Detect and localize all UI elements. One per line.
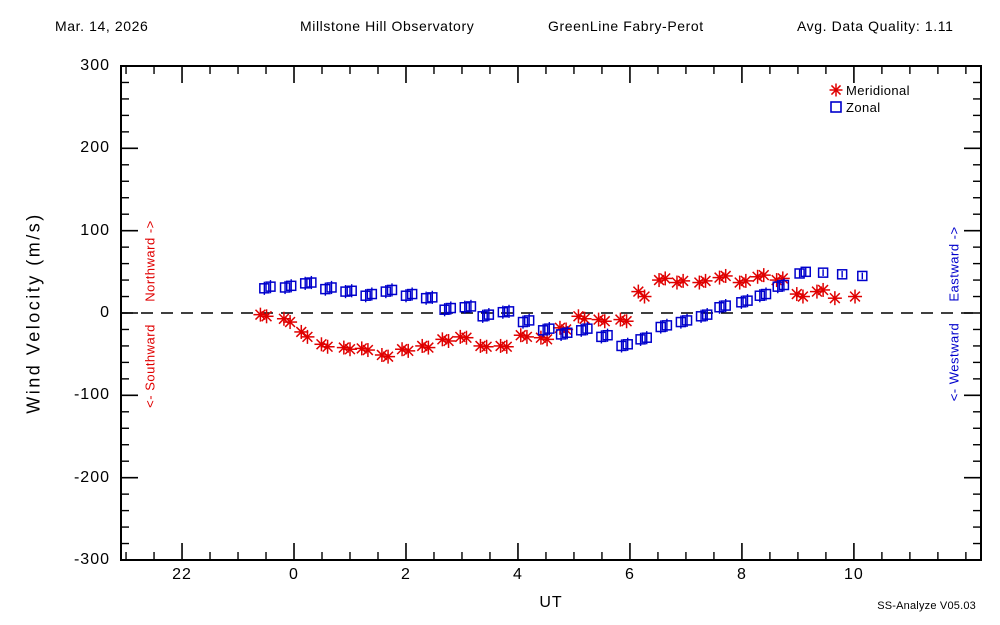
x-tick-label: 8	[736, 566, 747, 583]
northward-direction-label: Northward ->	[142, 220, 158, 302]
y-tick-label: -300	[73, 551, 110, 568]
x-tick-label: 22	[172, 566, 192, 583]
x-tick-label: 10	[843, 566, 864, 583]
program-version-label: SS-Analyze V05.03	[877, 600, 976, 612]
x-tick-label: 2	[401, 566, 411, 583]
x-tick-label: 4	[513, 566, 523, 583]
y-tick-label: 200	[80, 139, 110, 157]
westward-direction-label: <- Westward	[946, 322, 962, 402]
eastward-direction-label: Eastward ->	[946, 226, 962, 302]
y-tick-label: -100	[73, 386, 110, 404]
southward-direction-label: <- Southward	[142, 324, 158, 408]
x-tick-label: 6	[624, 566, 635, 583]
observatory-label: Millstone Hill Observatory	[300, 18, 475, 34]
meridional-asterisk-icon	[829, 83, 843, 97]
legend-label-zonal: Zonal	[846, 100, 881, 115]
y-tick-label: -200	[73, 468, 110, 486]
date-label: Mar. 14, 2026	[55, 18, 149, 34]
x-axis-title: UT	[539, 594, 563, 611]
legend-label-meridional: Meridional	[846, 83, 910, 98]
y-tick-label: 100	[80, 221, 110, 239]
instrument-label: GreenLine Fabry-Perot	[548, 18, 704, 34]
y-tick-label: 0	[100, 304, 110, 321]
x-tick-label: 0	[289, 566, 299, 583]
zonal-square-icon	[830, 101, 842, 113]
y-axis-title: Wind Velocity (m/s)	[23, 212, 44, 414]
zonal-series	[259, 266, 868, 353]
y-tick-label: 300	[80, 57, 110, 74]
data-quality-label: Avg. Data Quality: 1.11	[797, 18, 954, 34]
meridional-series	[253, 268, 863, 364]
